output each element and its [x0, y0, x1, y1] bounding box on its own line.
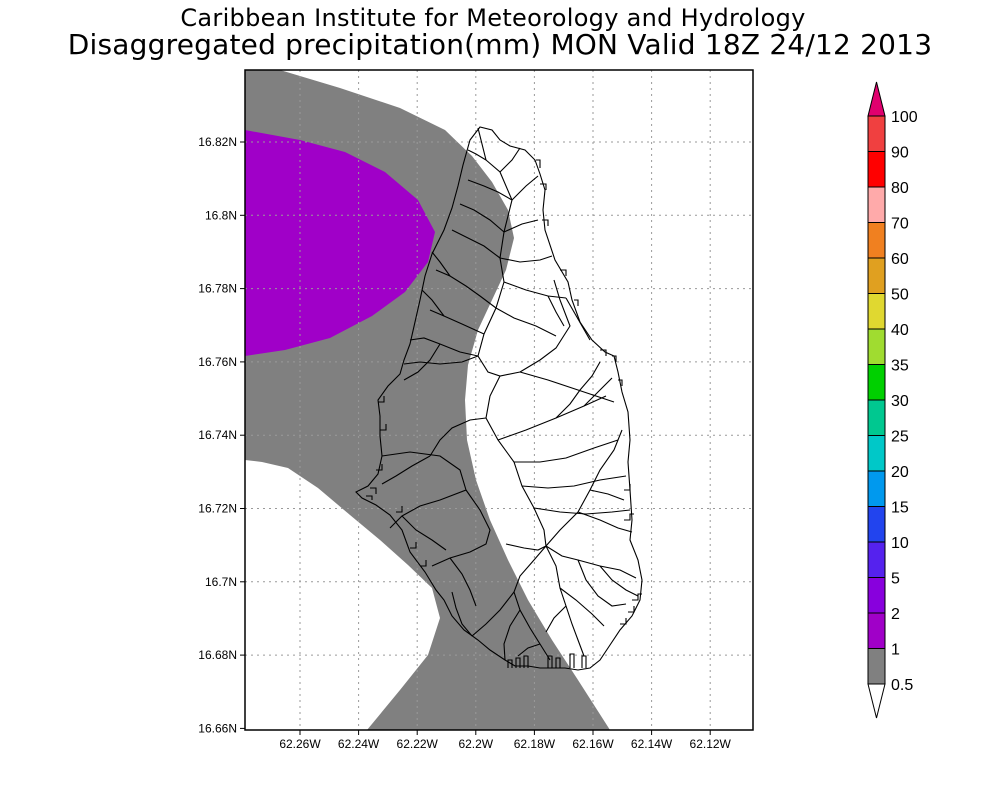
- colorbar-swatch: [867, 541, 886, 578]
- colorbar-label: 60: [891, 251, 909, 268]
- x-tick-label: 62.16W: [572, 737, 614, 751]
- y-tick-label: 16.72N: [198, 502, 237, 516]
- colorbar-swatch: [867, 186, 886, 223]
- colorbar-swatch: [867, 293, 886, 330]
- colorbar-label: 80: [891, 180, 909, 197]
- y-tick-label: 16.78N: [198, 282, 237, 296]
- colorbar-label: 40: [891, 322, 909, 339]
- colorbar-swatch: [867, 328, 886, 365]
- precip-band-purple: [245, 130, 435, 356]
- x-tick-label: 62.26W: [279, 737, 321, 751]
- colorbar-swatch: [867, 151, 886, 188]
- y-axis: 16.82N 16.8N 16.78N 16.76N 16.74N 16.72N 16.7N…: [198, 135, 245, 735]
- colorbar-swatch: [867, 577, 886, 614]
- colorbar-label: 2: [891, 606, 900, 623]
- colorbar-bottom-arrow: [867, 683, 886, 719]
- colorbar-label: 50: [891, 287, 909, 304]
- colorbar-swatch: [867, 612, 886, 649]
- y-tick-label: 16.7N: [205, 575, 237, 589]
- colorbar-swatch: [867, 222, 886, 259]
- x-tick-label: 62.22W: [397, 737, 439, 751]
- colorbar-swatch: [867, 257, 886, 294]
- chart-subtitle: Disaggregated precipitation(mm) MON Vali…: [67, 28, 933, 61]
- colorbar-label: 10: [891, 535, 909, 552]
- x-tick-label: 62.24W: [338, 737, 380, 751]
- colorbar-label: 20: [891, 464, 909, 481]
- y-tick-label: 16.68N: [198, 648, 237, 662]
- colorbar-top-arrow: [867, 81, 886, 117]
- x-axis: 62.26W 62.24W 62.22W 62.2W 62.18W 62.16W 62.14…: [279, 730, 732, 751]
- island-outline: [355, 126, 643, 671]
- colorbar-swatch: [867, 399, 886, 436]
- colorbar-label: 30: [891, 393, 909, 410]
- colorbar-label: 1: [891, 642, 900, 659]
- x-tick-label: 62.2W: [458, 737, 493, 751]
- x-tick-label: 62.12W: [690, 737, 732, 751]
- plot-frame: [244, 69, 754, 731]
- y-tick-label: 16.82N: [198, 135, 237, 149]
- colorbar-label: 100: [891, 109, 918, 126]
- colorbar-label: 90: [891, 145, 909, 162]
- chart-title: Caribbean Institute for Meteorology and …: [180, 4, 806, 32]
- colorbar-swatch: [867, 470, 886, 507]
- colorbar-label: 5: [891, 571, 900, 588]
- y-tick-label: 16.8N: [205, 208, 237, 222]
- y-tick-label: 16.76N: [198, 355, 237, 369]
- colorbar-label: 0.5: [891, 677, 913, 694]
- colorbar-label: 15: [891, 500, 909, 517]
- colorbar-swatch: [867, 648, 886, 685]
- y-tick-label: 16.74N: [198, 428, 237, 442]
- x-tick-label: 62.18W: [514, 737, 556, 751]
- colorbar-swatch: [867, 364, 886, 401]
- colorbar-label: 25: [891, 429, 909, 446]
- plot-area: 16.82N 16.8N 16.78N 16.76N 16.74N 16.72N 16.7N…: [198, 69, 754, 751]
- colorbar-swatch: [867, 435, 886, 472]
- colorbar: 100 90 80 70 60 50 40 35 30 25 20 15 10 5 2 1 0.5: [867, 81, 918, 719]
- y-tick-label: 16.66N: [198, 721, 237, 735]
- colorbar-label: 35: [891, 358, 909, 375]
- x-tick-label: 62.14W: [631, 737, 673, 751]
- colorbar-swatch: [867, 506, 886, 543]
- colorbar-label: 70: [891, 216, 909, 233]
- gridlines: [245, 70, 753, 730]
- colorbar-swatch: [867, 115, 886, 152]
